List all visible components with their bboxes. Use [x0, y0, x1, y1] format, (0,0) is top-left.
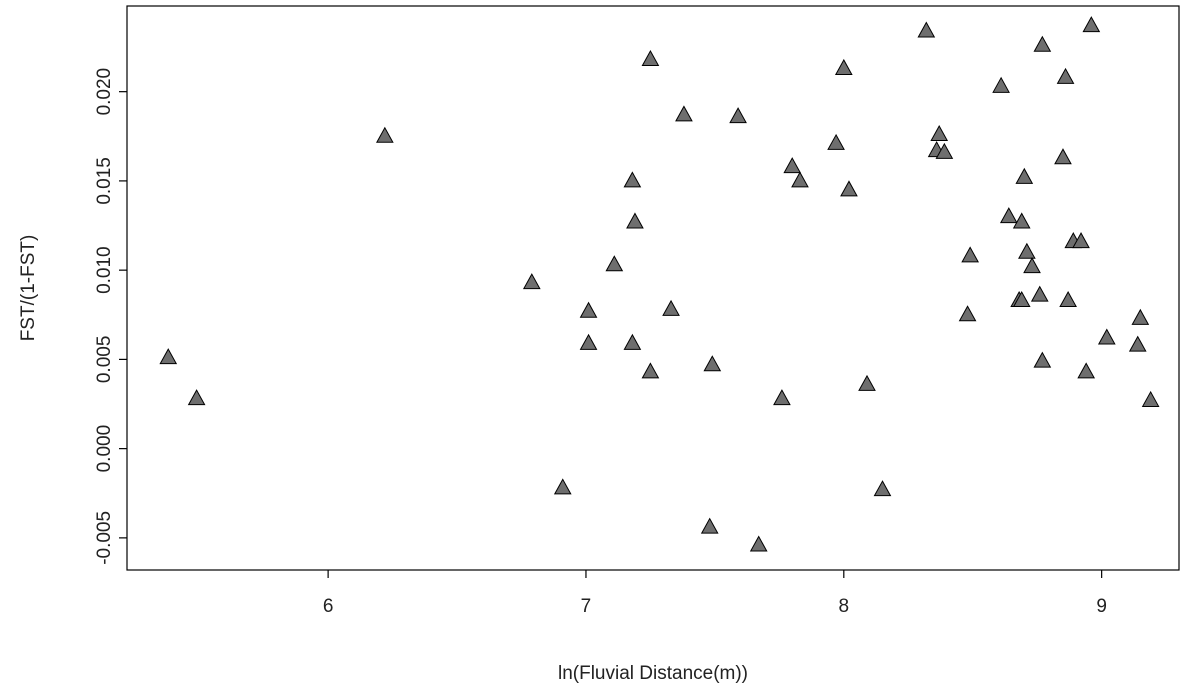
data-point-triangle — [999, 207, 1018, 224]
data-point-triangle — [783, 157, 802, 174]
data-point-triangle — [623, 333, 642, 350]
data-point-triangle — [729, 107, 747, 124]
data-point-triangle — [375, 126, 394, 143]
data-point-triangle — [1012, 212, 1031, 229]
data-point-triangle — [1141, 390, 1160, 407]
data-point-triangle — [159, 348, 178, 365]
data-point-triangle — [873, 480, 892, 497]
data-point-triangle — [1015, 167, 1034, 184]
data-point-triangle — [1077, 362, 1096, 379]
data-point-triangle — [605, 255, 624, 272]
x-tick-label: 6 — [323, 596, 334, 617]
data-point-triangle — [834, 58, 853, 75]
x-tick-label: 9 — [1096, 596, 1107, 617]
x-axis-title: ln(Fluvial Distance(m)) — [558, 663, 748, 684]
data-point-triangle — [1012, 290, 1031, 307]
data-point-triangle — [187, 389, 206, 406]
y-tick-label: 0.000 — [94, 425, 115, 473]
data-point-triangle — [641, 50, 660, 67]
data-point-triangle — [1033, 35, 1052, 52]
data-point-triangle — [1059, 290, 1077, 307]
data-point-triangle — [703, 355, 722, 372]
y-tick-label: 0.020 — [94, 68, 115, 116]
y-axis-title: FST/(1-FST) — [18, 235, 39, 342]
data-point-triangle — [579, 301, 598, 318]
data-point-triangle — [1131, 308, 1150, 325]
data-point-triangle — [662, 299, 680, 316]
data-point-triangle — [917, 21, 936, 38]
data-point-triangle — [1033, 351, 1052, 368]
data-point-triangle — [992, 76, 1010, 93]
plot-frame — [126, 5, 1180, 571]
data-point-triangle — [1056, 67, 1075, 84]
data-point-triangle — [958, 305, 977, 322]
data-point-triangle — [827, 133, 845, 150]
data-point-triangle — [1018, 242, 1036, 259]
data-point-triangle — [579, 333, 598, 350]
data-point-triangle — [675, 105, 693, 122]
data-point-triangle — [623, 171, 642, 188]
data-point-triangle — [641, 362, 660, 379]
data-point-triangle — [961, 246, 979, 263]
data-point-triangle — [700, 517, 719, 534]
y-axis: -0.005 0.000 0.005 0.010 0.015 0.020 — [94, 68, 127, 565]
data-point-triangle — [791, 171, 809, 188]
x-axis: 6 7 8 9 — [323, 570, 1107, 617]
data-point-triangle — [522, 273, 541, 290]
data-point-triangle — [1054, 148, 1072, 165]
data-point-triangle — [1097, 328, 1116, 345]
x-tick-label: 7 — [581, 596, 592, 617]
x-tick-label: 8 — [839, 596, 850, 617]
data-point-triangle — [749, 535, 768, 552]
y-tick-label: 0.005 — [94, 336, 115, 384]
data-point-triangle — [1128, 335, 1147, 352]
y-tick-label: 0.015 — [94, 157, 115, 205]
y-tick-label: -0.005 — [94, 511, 115, 565]
data-point-triangle — [1023, 257, 1041, 274]
data-point-triangle — [840, 180, 858, 197]
data-point-triangle — [1082, 16, 1101, 33]
data-point-triangle — [553, 478, 572, 495]
data-point-triangle — [935, 142, 954, 159]
data-point-triangle — [773, 389, 791, 406]
data-point-triangle — [858, 374, 876, 391]
data-point-triangle — [626, 212, 644, 229]
data-points — [159, 16, 1160, 552]
data-point-triangle — [1030, 285, 1049, 302]
data-point-triangle — [1072, 232, 1090, 249]
y-tick-label: 0.010 — [94, 246, 115, 294]
data-point-triangle — [930, 124, 949, 142]
